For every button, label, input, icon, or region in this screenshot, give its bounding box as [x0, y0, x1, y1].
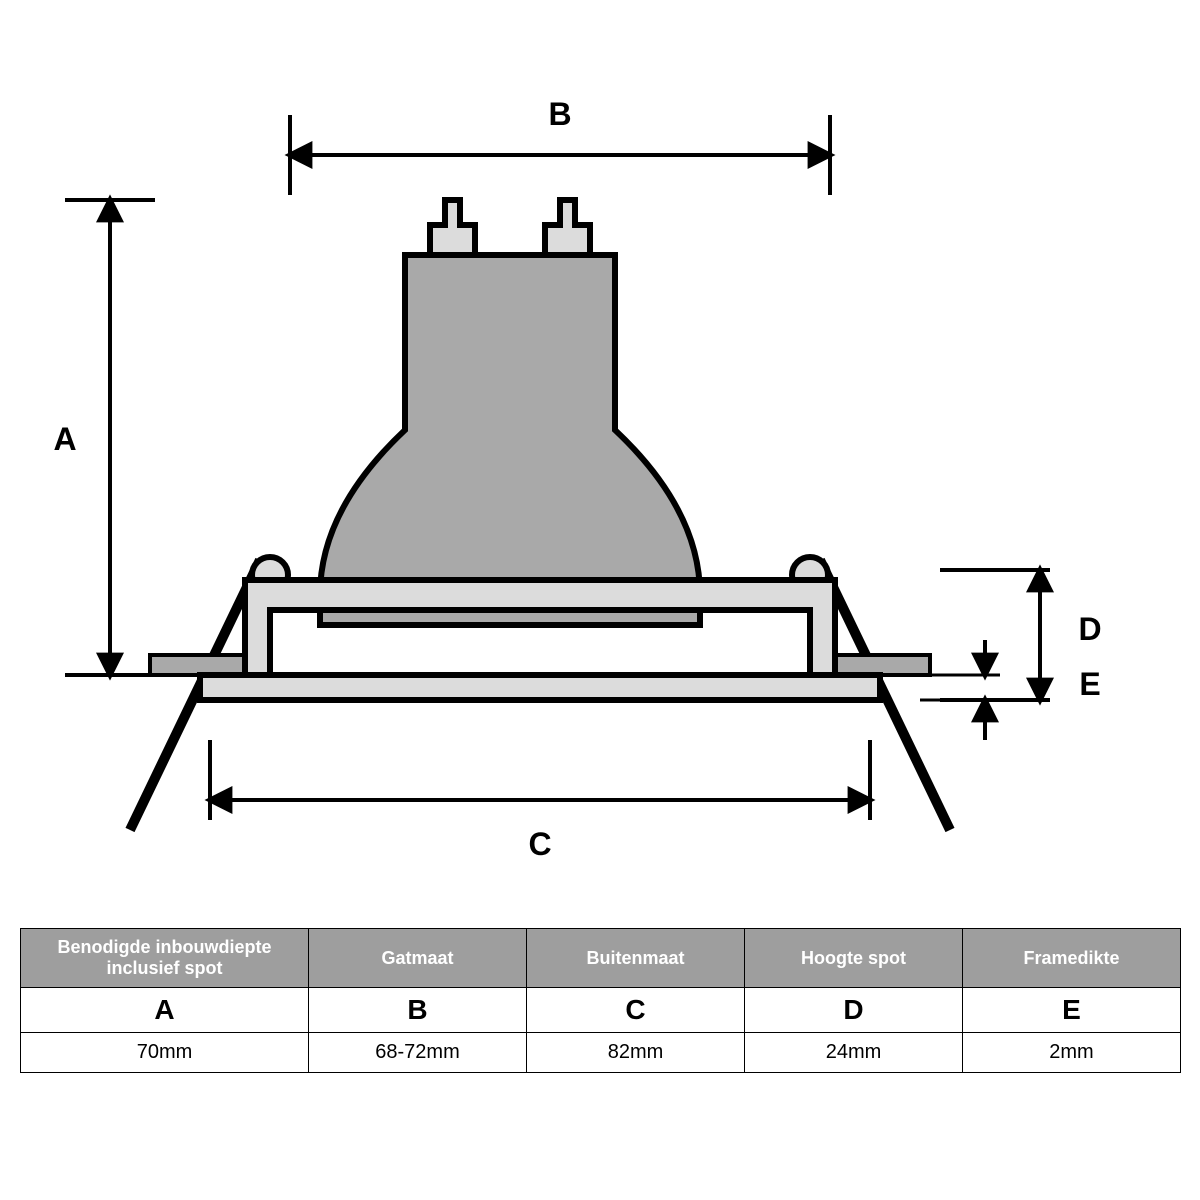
table-header: Hoogte spot: [745, 929, 963, 988]
dim-label-c: C: [528, 826, 551, 862]
dimension-b: B: [290, 96, 830, 195]
table-row-letters: ABCDE: [21, 988, 1181, 1033]
dimension-c: C: [210, 740, 870, 862]
table-letter: C: [527, 988, 745, 1033]
table-value: 68-72mm: [309, 1033, 527, 1073]
table-value: 24mm: [745, 1033, 963, 1073]
table-value: 82mm: [527, 1033, 745, 1073]
table-header: Benodigde inbouwdiepte inclusief spot: [21, 929, 309, 988]
table-header: Framedikte: [963, 929, 1181, 988]
table-row-headers: Benodigde inbouwdiepte inclusief spotGat…: [21, 929, 1181, 988]
dimension-a: A: [53, 200, 155, 675]
bulb: [320, 200, 700, 625]
dimension-d: D: [940, 570, 1102, 700]
table-letter: A: [21, 988, 309, 1033]
table-letter: E: [963, 988, 1181, 1033]
table-letter: B: [309, 988, 527, 1033]
dim-label-d: D: [1078, 611, 1101, 647]
table-value: 2mm: [963, 1033, 1181, 1073]
table-header: Buitenmaat: [527, 929, 745, 988]
table-header: Gatmaat: [309, 929, 527, 988]
table-row-values: 70mm68-72mm82mm24mm2mm: [21, 1033, 1181, 1073]
table-value: 70mm: [21, 1033, 309, 1073]
diagram-stage: B A: [0, 0, 1200, 1200]
dim-label-b: B: [548, 96, 571, 132]
technical-drawing: B A: [0, 0, 1200, 920]
dim-label-e: E: [1079, 666, 1100, 702]
fixture: [130, 557, 950, 830]
spec-table: Benodigde inbouwdiepte inclusief spotGat…: [20, 928, 1181, 1073]
table-letter: D: [745, 988, 963, 1033]
dimension-e: E: [920, 640, 1101, 740]
dim-label-a: A: [53, 421, 76, 457]
